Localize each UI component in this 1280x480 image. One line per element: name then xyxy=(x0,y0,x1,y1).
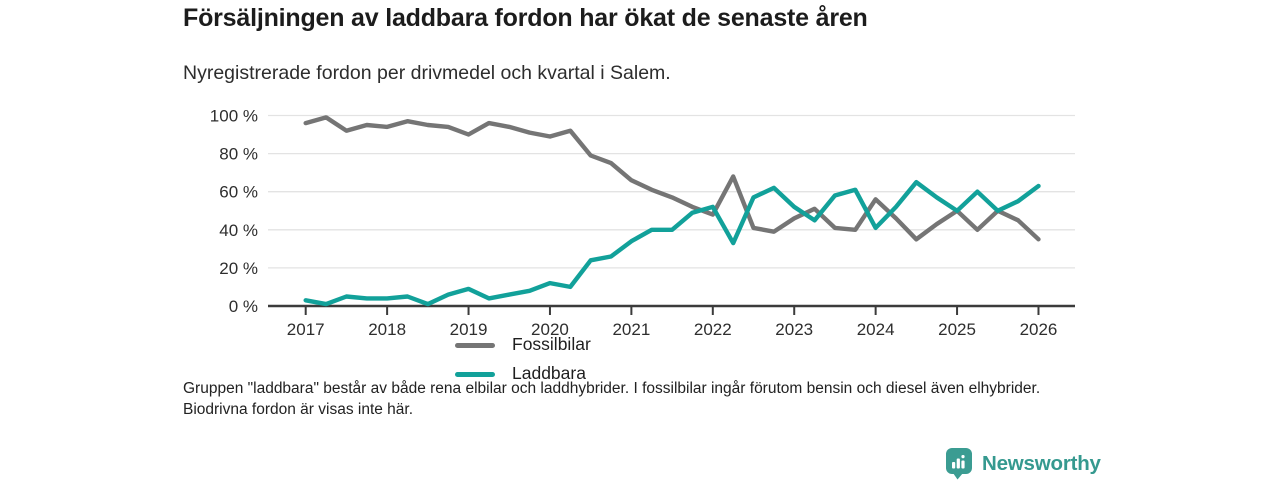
x-axis-label: 2017 xyxy=(287,320,325,339)
legend-swatch-laddbara xyxy=(455,371,495,377)
y-axis-label: 20 % xyxy=(219,259,258,278)
y-axis-label: 40 % xyxy=(219,221,258,240)
page-title: Försäljningen av laddbara fordon har öka… xyxy=(183,4,868,32)
chart-area: 0 % 20 % 40 % 60 % 80 % 100 % 2017 2018 2019 2020… xyxy=(170,98,1085,382)
series-line-fossilbilar xyxy=(303,115,1041,242)
series-line-laddbara xyxy=(303,179,1041,307)
x-axis-label: 2018 xyxy=(368,320,406,339)
page-subtitle: Nyregistrerade fordon per drivmedel och … xyxy=(183,62,671,84)
x-axis-label: 2019 xyxy=(450,320,488,339)
legend-label: Laddbara xyxy=(512,363,586,384)
footnote: Gruppen "laddbara" består av både rena e… xyxy=(183,380,1041,419)
x-axis-label: 2024 xyxy=(857,320,895,339)
x-axis-label: 2025 xyxy=(938,320,976,339)
y-axis-label: 100 % xyxy=(210,107,258,126)
x-axis-label: 2021 xyxy=(612,320,650,339)
y-axis-label: 0 % xyxy=(229,297,258,316)
x-axis-label: 2020 xyxy=(531,320,569,339)
x-axis-label: 2022 xyxy=(694,320,732,339)
bar-chart-speech-bubble-icon xyxy=(946,448,972,480)
line-chart: 0 % 20 % 40 % 60 % 80 % 100 % 2017 2018 2019 2020… xyxy=(210,107,1075,339)
y-axis-label: 60 % xyxy=(219,183,258,202)
legend-swatch-fossilbilar xyxy=(455,342,495,348)
legend-item-fossilbilar: Fossilbilar xyxy=(455,334,591,356)
legend-label: Fossilbilar xyxy=(512,334,591,355)
x-axis-label: 2023 xyxy=(775,320,813,339)
logo-text: Newsworthy xyxy=(982,451,1101,475)
legend-item-laddbara: Laddbara xyxy=(455,363,591,385)
newsworthy-logo: Newsworthy xyxy=(945,447,1101,480)
x-axis-label: 2026 xyxy=(1020,320,1058,339)
chart-legend: Fossilbilar Laddbara xyxy=(455,334,591,385)
y-axis-label: 80 % xyxy=(219,145,258,164)
